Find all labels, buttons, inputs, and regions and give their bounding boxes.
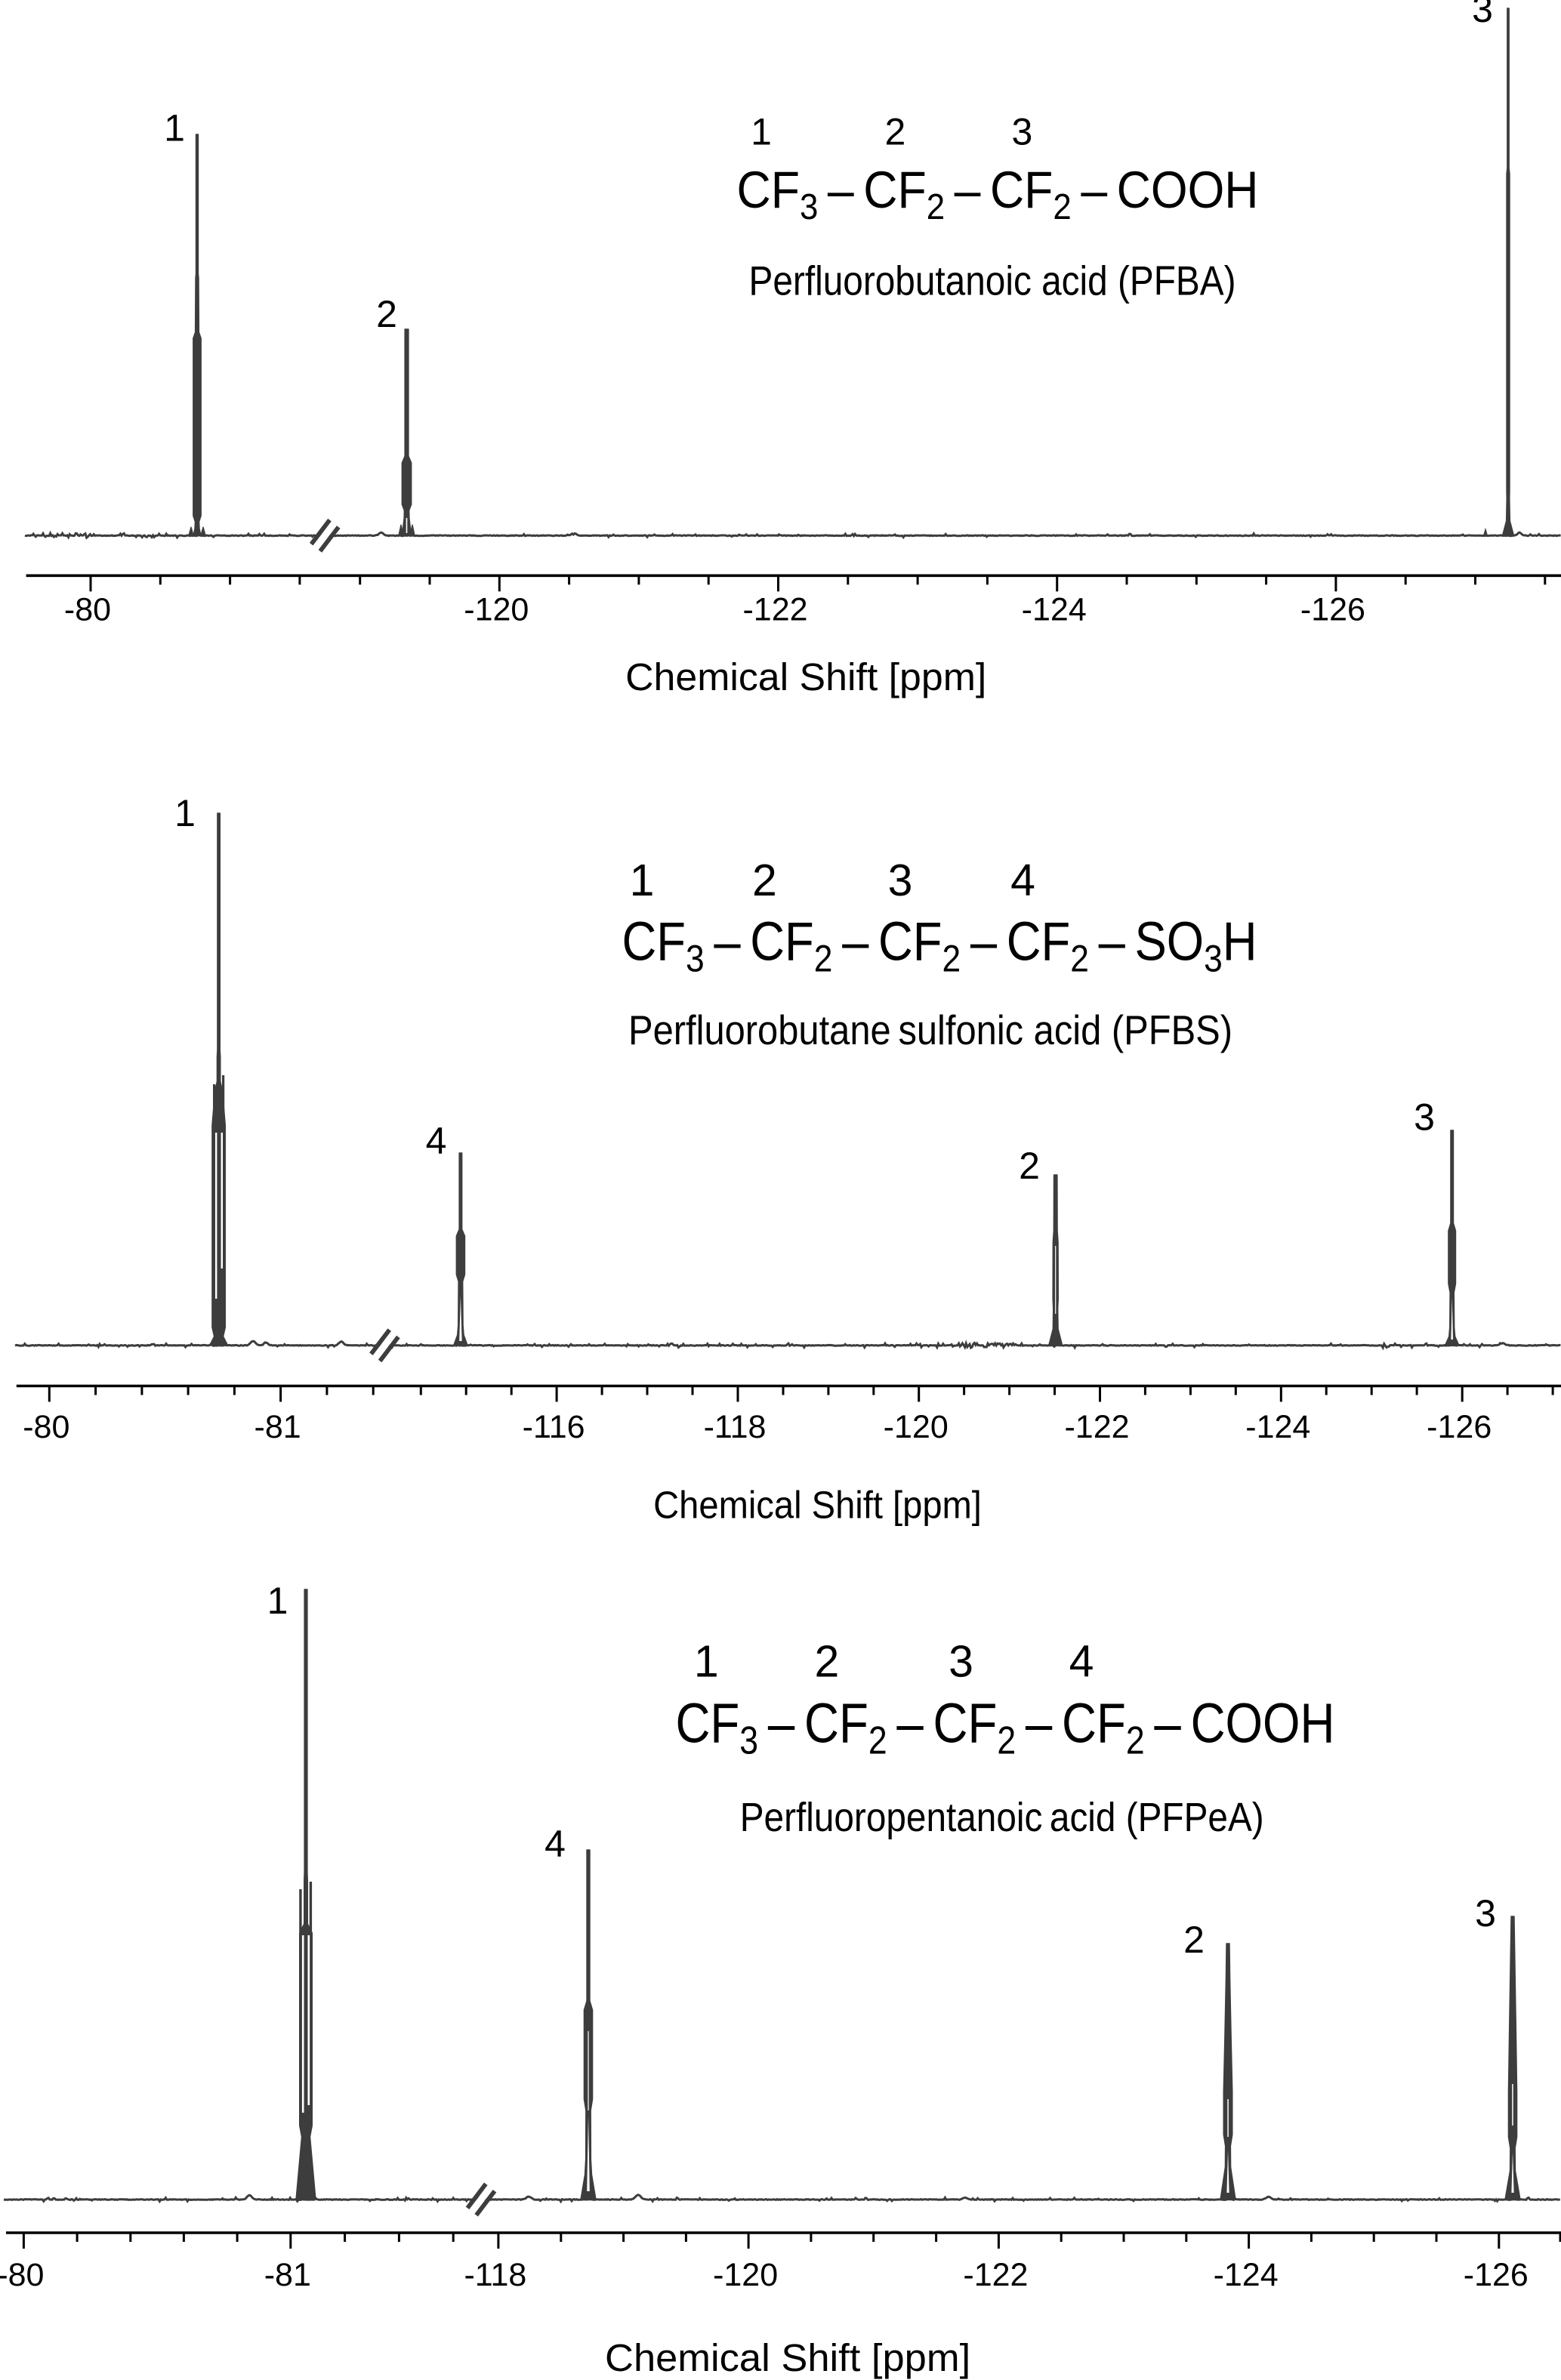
svg-text:CF3​ – CF2​ – CF2​ – COOH: CF3​ – CF2​ – CF2​ – COOH	[736, 160, 1258, 227]
svg-text:1: 1	[630, 856, 655, 905]
svg-text:-120: -120	[713, 2257, 778, 2293]
svg-text:-122: -122	[963, 2257, 1028, 2293]
svg-text:2: 2	[814, 1637, 839, 1687]
svg-text:4: 4	[426, 1120, 447, 1162]
svg-text:Chemical Shift [ppm]: Chemical Shift [ppm]	[653, 1484, 982, 1527]
svg-text:3: 3	[1414, 1096, 1435, 1139]
svg-text:1: 1	[164, 107, 185, 150]
svg-text:2: 2	[884, 111, 905, 153]
svg-text:3: 3	[1011, 111, 1032, 153]
svg-text:1: 1	[267, 1580, 288, 1622]
svg-text:CF3​ – CF2​ – CF2​ – CF2​ – CO: CF3​ – CF2​ – CF2​ – CF2​ – COOH	[675, 1692, 1334, 1762]
svg-text:1: 1	[174, 792, 196, 834]
svg-text:Chemical Shift [ppm]: Chemical Shift [ppm]	[625, 655, 986, 698]
svg-text:-80: -80	[64, 592, 111, 628]
svg-text:1: 1	[751, 111, 772, 153]
svg-text:-80: -80	[0, 2257, 44, 2293]
svg-text:Chemical Shift [ppm]: Chemical Shift [ppm]	[605, 2336, 970, 2379]
svg-text:4: 4	[1069, 1637, 1094, 1687]
svg-text:Perfluorobutane sulfonic acid: Perfluorobutane sulfonic acid (PFBS)	[628, 1008, 1232, 1054]
svg-text:-120: -120	[884, 1409, 949, 1445]
svg-text:1: 1	[694, 1637, 719, 1687]
svg-text:2: 2	[376, 293, 397, 335]
svg-text:Perfluoropentanoic acid (PFPeA: Perfluoropentanoic acid (PFPeA)	[740, 1794, 1264, 1839]
svg-text:-116: -116	[523, 1409, 585, 1445]
svg-text:-122: -122	[742, 592, 807, 628]
svg-text:-80: -80	[23, 1409, 69, 1445]
svg-text:-124: -124	[1214, 2257, 1279, 2293]
svg-text:Perfluorobutanoic acid (PFBA): Perfluorobutanoic acid (PFBA)	[749, 257, 1236, 304]
svg-text:-126: -126	[1300, 592, 1365, 628]
svg-text:3: 3	[1475, 1892, 1496, 1935]
svg-text:3: 3	[888, 856, 913, 905]
svg-text:-126: -126	[1464, 2257, 1529, 2293]
svg-text:3: 3	[1472, 0, 1493, 30]
svg-text:-126: -126	[1427, 1409, 1492, 1445]
svg-text:-81: -81	[264, 2257, 311, 2293]
svg-text:4: 4	[544, 1823, 566, 1865]
svg-text:-118: -118	[704, 1409, 767, 1445]
svg-text:-81: -81	[255, 1409, 301, 1445]
svg-text:-120: -120	[464, 592, 529, 628]
svg-text:2: 2	[1019, 1145, 1040, 1187]
svg-text:3: 3	[949, 1637, 973, 1687]
svg-text:-118: -118	[464, 2257, 526, 2293]
svg-text:4: 4	[1010, 856, 1035, 905]
svg-text:CF3​ – CF2​ – CF2​ – CF2​ – SO: CF3​ – CF2​ – CF2​ – CF2​ – SO3​H	[622, 912, 1257, 980]
svg-text:2: 2	[1183, 1919, 1205, 1961]
svg-text:-122: -122	[1064, 1409, 1129, 1445]
svg-text:-124: -124	[1245, 1409, 1310, 1445]
svg-text:-124: -124	[1022, 592, 1087, 628]
svg-text:2: 2	[752, 856, 777, 905]
